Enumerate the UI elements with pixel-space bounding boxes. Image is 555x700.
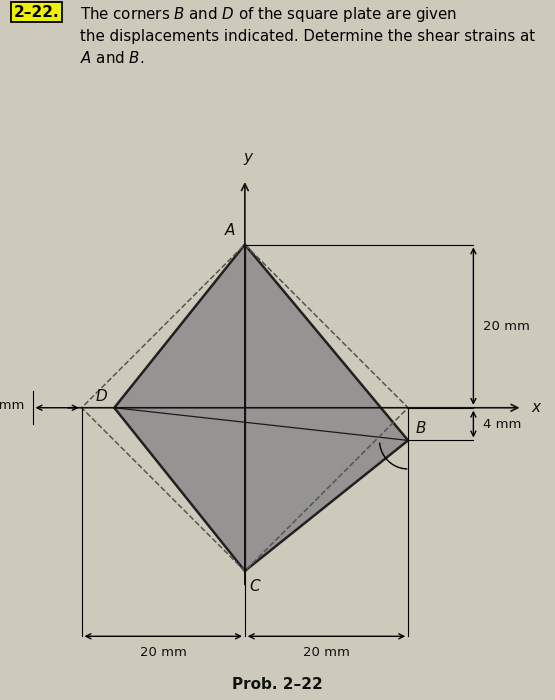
Text: 20 mm: 20 mm (483, 320, 530, 332)
Text: 20 mm: 20 mm (303, 646, 350, 659)
Text: Prob. 2–22: Prob. 2–22 (232, 677, 323, 692)
Text: $B$: $B$ (415, 420, 426, 436)
Text: 20 mm: 20 mm (140, 646, 186, 659)
Text: 2–22.: 2–22. (14, 5, 59, 20)
Text: $A$: $A$ (224, 222, 236, 238)
Text: The corners $B$ and $D$ of the square plate are given
the displacements indicate: The corners $B$ and $D$ of the square pl… (80, 5, 536, 66)
Text: $x$: $x$ (531, 400, 542, 415)
Text: $y$: $y$ (243, 151, 255, 167)
Text: 4 mm: 4 mm (0, 399, 24, 412)
Text: $D$: $D$ (95, 388, 108, 404)
Polygon shape (114, 244, 408, 571)
Text: $C$: $C$ (249, 578, 261, 594)
Text: 4 mm: 4 mm (483, 418, 522, 430)
